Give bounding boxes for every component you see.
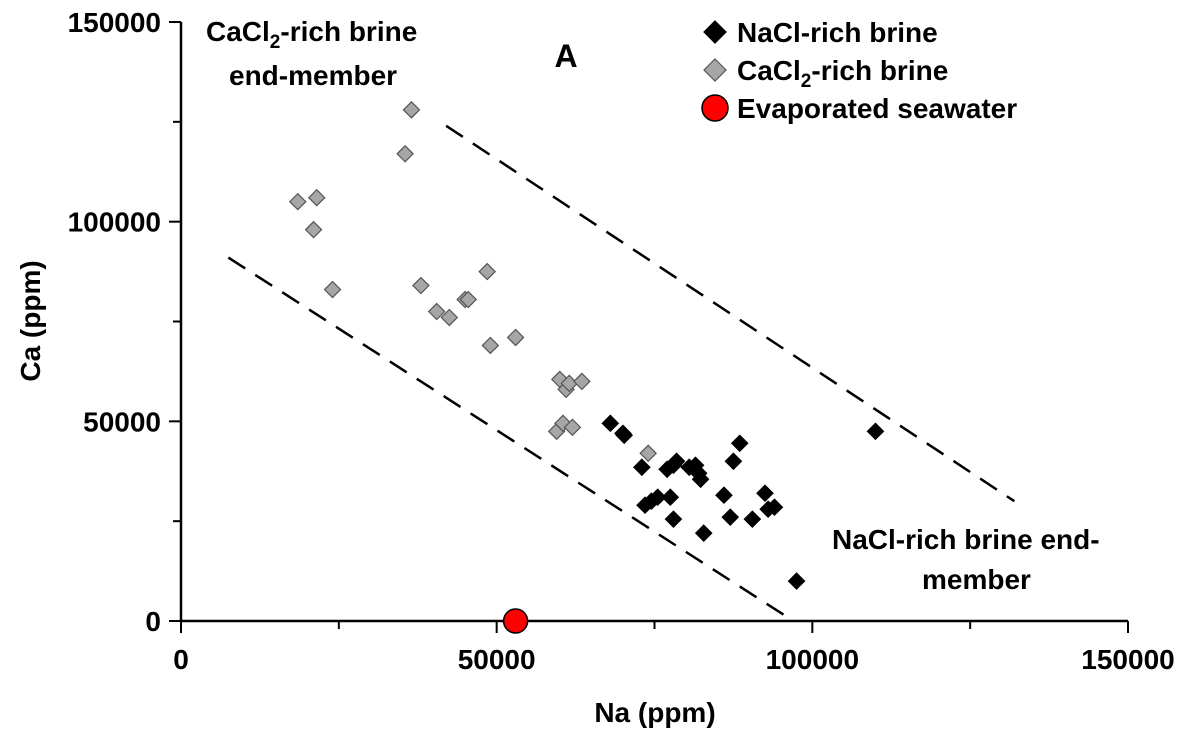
cacl2-rich-brine-point xyxy=(402,101,421,119)
data-points xyxy=(288,101,885,634)
cacl2-rich-brine-point xyxy=(288,192,307,211)
legend-label-evaporated-seawater: Evaporated seawater xyxy=(737,93,1017,124)
nacl-rich-brine-point xyxy=(667,452,686,471)
cacl2-rich-brine-point xyxy=(554,414,572,433)
tick-labels: 0 50000 100000 150000 0 50000 100000 150000 xyxy=(68,7,1175,675)
legend-marker-evaporated-seawater xyxy=(701,94,729,122)
nacl-rich-brine-point xyxy=(787,572,806,590)
cacl2-end-member-label-line1: CaCl2-rich brine xyxy=(206,16,417,53)
legend-label-cacl2-rich-brine: CaCl2-rich brine xyxy=(737,55,948,92)
nacl-rich-brine-point xyxy=(721,508,740,527)
dashed-trend-line xyxy=(445,124,1016,503)
cacl2-rich-brine-point xyxy=(506,328,525,347)
y-axis-title: Ca (ppm) xyxy=(15,260,46,381)
cacl2-rich-brine-point xyxy=(573,372,591,391)
cacl2-end-member-sub: 2 xyxy=(270,32,281,53)
cacl2-rich-brine-point xyxy=(459,290,478,309)
nacl-rich-brine-point xyxy=(648,488,667,507)
nacl-end-member-label-line1: NaCl-rich brine end- xyxy=(832,524,1100,555)
nacl-rich-brine-point xyxy=(715,486,733,505)
x-axis-title: Na (ppm) xyxy=(594,697,715,728)
nacl-rich-brine-point xyxy=(633,458,651,477)
nacl-rich-brine-point xyxy=(664,510,683,529)
x-tick-label: 0 xyxy=(173,644,189,675)
dashed-reference-lines xyxy=(227,124,1016,623)
nacl-rich-brine-point xyxy=(756,484,774,503)
legend-marker-nacl-rich-brine xyxy=(703,20,727,44)
cacl2-rich-brine-point xyxy=(440,308,459,327)
nacl-rich-brine-point xyxy=(694,524,713,542)
cacl2-end-member-post: -rich brine xyxy=(280,16,417,47)
y-tick-label: 150000 xyxy=(68,7,161,38)
nacl-rich-brine-point xyxy=(661,488,680,507)
nacl-end-member-label-line2: member xyxy=(922,564,1031,595)
y-tick-label: 0 xyxy=(145,606,161,637)
nacl-rich-brine-point xyxy=(765,498,784,517)
cacl2-rich-brine-point xyxy=(427,302,446,321)
legend-label-nacl-rich-brine: NaCl-rich brine xyxy=(737,17,938,48)
nacl-rich-brine-point xyxy=(866,422,885,441)
evaporated-seawater-point xyxy=(502,608,529,634)
cacl2-rich-brine-point xyxy=(563,418,582,437)
tick-marks xyxy=(169,21,1129,633)
legend: NaCl-rich brine CaCl2-rich brineEvaporate… xyxy=(701,17,1017,124)
nacl-rich-brine-point xyxy=(691,470,710,489)
dashed-trend-line xyxy=(227,256,795,623)
x-tick-label: 100000 xyxy=(766,644,859,675)
cacl2-rich-brine-point xyxy=(478,262,497,281)
panel-label: A xyxy=(554,38,577,74)
nacl-rich-brine-point xyxy=(615,426,634,445)
y-tick-label: 100000 xyxy=(68,207,161,238)
x-tick-label: 50000 xyxy=(458,644,536,675)
x-tick-label: 150000 xyxy=(1081,644,1174,675)
cacl2-rich-brine-point xyxy=(304,220,323,239)
cacl2-rich-brine-point xyxy=(396,144,414,163)
cacl2-rich-brine-point xyxy=(639,444,658,463)
cacl2-end-member-label-line2: end-member xyxy=(229,60,397,91)
nacl-rich-brine-point xyxy=(601,414,620,433)
nacl-rich-brine-point xyxy=(724,452,743,471)
nacl-rich-brine-point xyxy=(743,510,762,529)
nacl-rich-brine-point xyxy=(730,434,749,453)
cacl2-rich-brine-point xyxy=(481,336,500,355)
cacl2-rich-brine-point xyxy=(412,276,430,295)
cacl2-rich-brine-point xyxy=(323,280,342,299)
y-tick-label: 50000 xyxy=(83,406,161,437)
cacl2-rich-brine-point xyxy=(307,188,326,207)
cacl2-end-member-pre: CaCl xyxy=(206,16,270,47)
legend-marker-cacl2-rich-brine xyxy=(703,58,727,82)
